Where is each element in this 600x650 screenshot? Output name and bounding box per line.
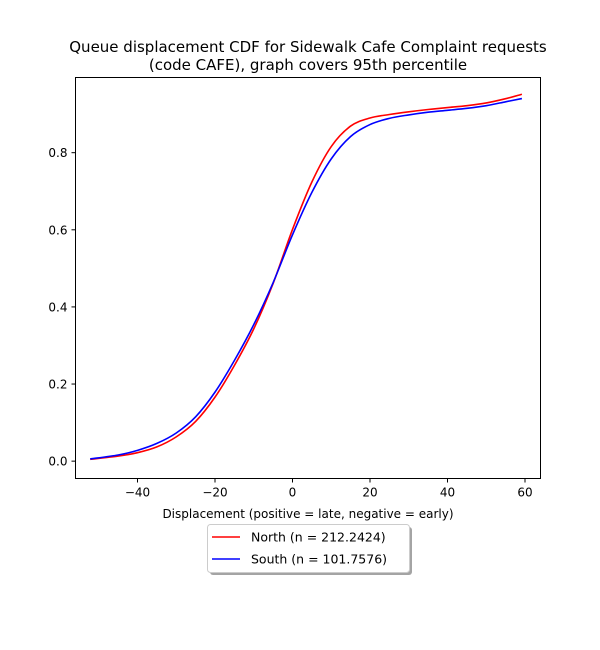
- x-tick-label: 0: [289, 486, 297, 500]
- y-tick-label: 0.8: [48, 146, 67, 160]
- chart-title: Queue displacement CDF for Sidewalk Cafe…: [0, 38, 600, 74]
- x-tick-label: −40: [125, 486, 150, 500]
- x-tick-label: 60: [517, 486, 532, 500]
- y-tick-label: 0.2: [48, 378, 67, 392]
- chart-title-line-2: (code CAFE), graph covers 95th percentil…: [148, 56, 468, 74]
- plot-frame: [75, 77, 541, 479]
- x-tick-label: 40: [440, 486, 455, 500]
- series-layer: [90, 93, 523, 461]
- series-north-line: [90, 93, 523, 461]
- series-south-line: [90, 97, 523, 460]
- y-tick-label: 0.4: [48, 300, 67, 314]
- chart-title-line-1: Queue displacement CDF for Sidewalk Cafe…: [69, 38, 547, 56]
- legend-entry-label: South (n = 101.7576): [251, 552, 387, 567]
- legend: North (n = 212.2424) South (n = 101.7576): [207, 524, 412, 575]
- x-tick-label: 20: [362, 486, 377, 500]
- x-axis-label: Displacement (positive = late, negative …: [162, 507, 453, 521]
- x-tick-label: −20: [202, 486, 227, 500]
- ticks-layer: −40 −20 0 20 40 60 0.0 0.2 0.4 0.6 0.8: [48, 146, 532, 499]
- plot-area: [75, 77, 541, 479]
- y-tick-label: 0.6: [48, 223, 67, 237]
- legend-items: North (n = 212.2424) South (n = 101.7576): [212, 530, 387, 567]
- legend-entry-label: North (n = 212.2424): [251, 530, 386, 545]
- legend-box: [207, 524, 410, 573]
- y-tick-label: 0.0: [48, 455, 67, 469]
